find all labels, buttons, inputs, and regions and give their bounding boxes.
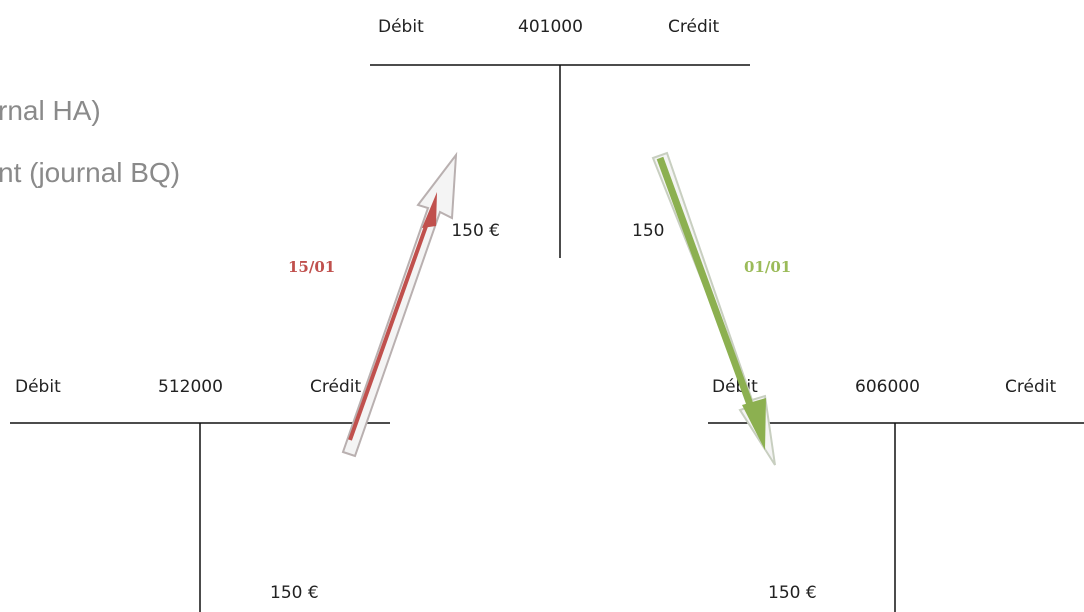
header-line: nt (journal BQ) xyxy=(0,157,180,188)
t-account: Débit 401000 Crédit 150 € 150 xyxy=(370,17,750,258)
arrow: 15/01 xyxy=(288,151,458,458)
t-account: Débit 512000 Crédit 150 € xyxy=(10,377,390,612)
credit-label: Crédit xyxy=(310,377,361,397)
debit-entry: 150 € xyxy=(451,221,500,241)
debit-entry: 150 € xyxy=(768,583,817,603)
debit-label: Débit xyxy=(15,377,61,397)
arrow-label: 01/01 xyxy=(744,258,791,276)
account-number: 512000 xyxy=(158,377,223,397)
account-number: 606000 xyxy=(855,377,920,397)
arrow-shaft xyxy=(348,214,432,441)
arrow-head xyxy=(422,192,437,228)
credit-label: Crédit xyxy=(1005,377,1056,397)
credit-entry: 150 € xyxy=(270,583,319,603)
arrow-head xyxy=(742,398,766,450)
arrow: 01/01 xyxy=(651,151,791,466)
arrow-label: 15/01 xyxy=(288,258,335,276)
credit-entry: 150 xyxy=(632,221,664,241)
credit-label: Crédit xyxy=(668,17,719,37)
account-number: 401000 xyxy=(518,17,583,37)
header-line: rnal HA) xyxy=(0,95,101,126)
debit-label: Débit xyxy=(378,17,424,37)
debit-label: Débit xyxy=(712,377,758,397)
arrow-shaft xyxy=(656,156,756,412)
